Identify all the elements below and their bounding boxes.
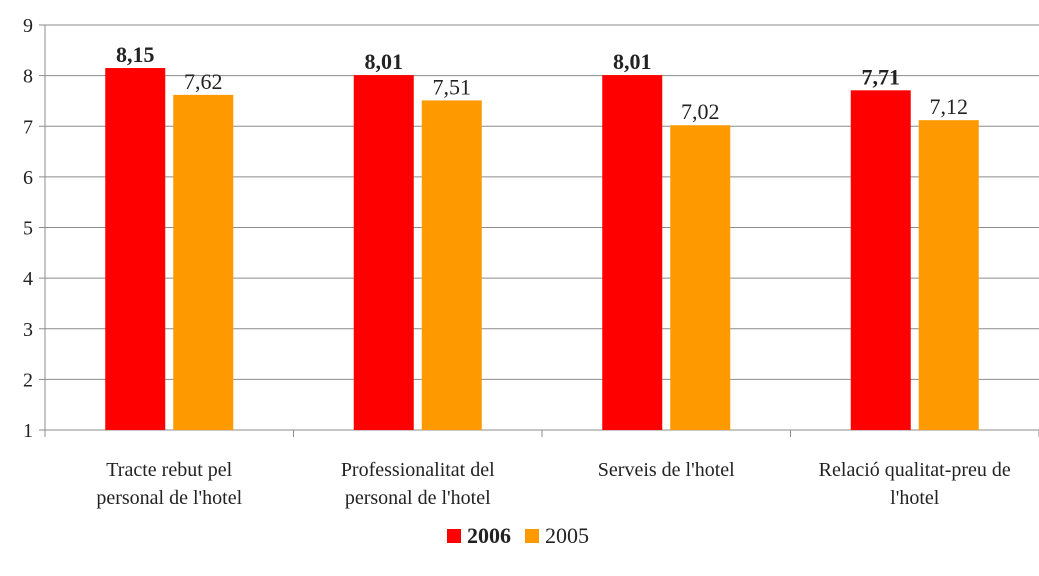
x-tick-label-line: Professionalitat del <box>341 459 495 481</box>
data-label: 8,01 <box>365 49 404 74</box>
y-tick-label: 9 <box>23 15 33 37</box>
y-tick-label: 5 <box>23 218 33 240</box>
bar <box>353 75 414 431</box>
legend-swatch <box>525 529 539 543</box>
y-tick-label: 7 <box>23 116 33 138</box>
bar <box>918 120 979 431</box>
y-tick-label: 6 <box>23 167 33 189</box>
legend-label: 2006 <box>467 523 511 548</box>
bar <box>421 100 482 431</box>
x-tick-label-line: Serveis de l'hotel <box>598 459 735 481</box>
legend-label: 2005 <box>545 523 589 548</box>
x-tick-label-line: Tracte rebut pel <box>106 459 232 481</box>
y-tick-label: 8 <box>23 66 33 88</box>
y-tick-label: 1 <box>23 420 33 442</box>
data-label: 7,12 <box>930 94 969 119</box>
data-label: 7,51 <box>433 74 472 99</box>
y-tick-label: 3 <box>23 319 33 341</box>
x-tick-label-line: Relació qualitat-preu de <box>819 459 1011 481</box>
x-tick-label-line: l'hotel <box>890 487 940 509</box>
x-tick-label-line: personal de l'hotel <box>345 487 491 509</box>
x-tick-label: Serveis de l'hotel <box>598 459 735 481</box>
x-tick-label-line: personal de l'hotel <box>96 487 242 509</box>
legend-swatch <box>447 529 461 543</box>
y-tick-label: 4 <box>23 268 33 290</box>
bar <box>602 75 663 431</box>
bar <box>173 94 234 431</box>
x-tick-label: Relació qualitat-preu de l'hotel <box>819 459 1011 509</box>
data-label: 7,02 <box>681 99 720 124</box>
data-label: 7,71 <box>862 64 901 89</box>
bar <box>670 125 731 431</box>
data-label: 8,01 <box>613 49 652 74</box>
bar <box>850 90 911 431</box>
y-tick-label: 2 <box>23 369 33 391</box>
data-label: 7,62 <box>184 69 223 94</box>
bar <box>105 68 166 430</box>
data-label: 8,15 <box>116 42 155 67</box>
x-tick-label: Professionalitat del personal de l'hotel <box>341 459 495 509</box>
x-tick-label: Tracte rebut pel personal de l'hotel <box>96 459 242 509</box>
